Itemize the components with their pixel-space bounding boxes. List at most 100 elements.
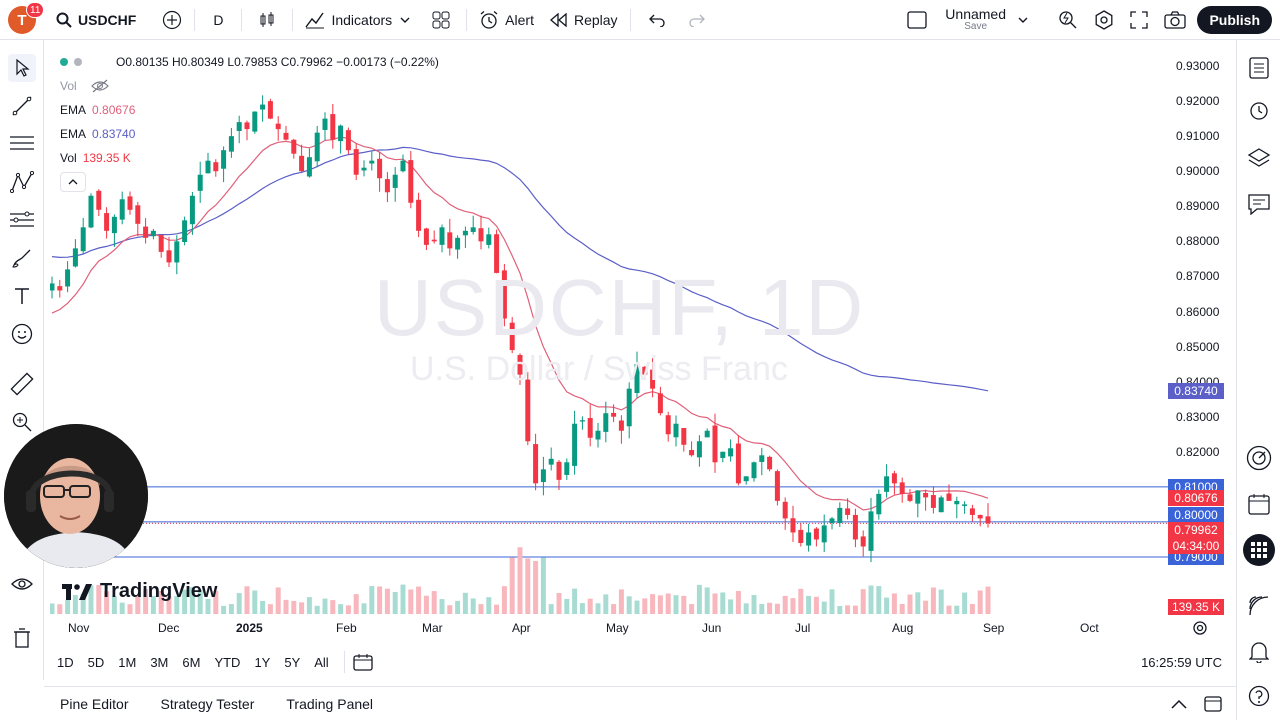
pattern-tool[interactable] <box>8 168 36 196</box>
candle-body <box>353 149 359 175</box>
settings-button[interactable] <box>1086 0 1122 40</box>
object-tree-button[interactable] <box>1245 144 1273 172</box>
watchlist-icon <box>1249 57 1269 79</box>
templates-button[interactable] <box>420 0 462 40</box>
volume-bar <box>158 591 164 614</box>
help-button[interactable] <box>1245 682 1273 710</box>
measure-tool[interactable] <box>8 370 36 398</box>
price-axis[interactable]: 0.93000 0.92000 0.91000 0.90000 0.89000 0.880… <box>1168 44 1234 624</box>
candle-body <box>689 449 695 456</box>
fullscreen-button[interactable] <box>1122 0 1156 40</box>
candle-body <box>954 500 960 505</box>
ema-fast-legend[interactable]: EMA 0.80676 <box>60 98 439 122</box>
forecasting-tool[interactable] <box>8 206 36 234</box>
cursor-tool[interactable] <box>8 54 36 82</box>
range-button-1y[interactable]: 1Y <box>254 654 271 670</box>
watchlist-button[interactable] <box>1245 54 1273 82</box>
chevron-down-icon[interactable] <box>1016 13 1030 27</box>
ema-slow-value: 0.83740 <box>92 127 136 141</box>
candle-body <box>806 532 812 546</box>
range-button-5y[interactable]: 5Y <box>284 654 301 670</box>
range-button-3m[interactable]: 3M <box>150 654 169 670</box>
ema-slow-line <box>51 146 989 392</box>
volume-bar <box>767 602 773 614</box>
candle-body <box>486 234 492 245</box>
alerts-panel-button[interactable] <box>1245 96 1273 124</box>
calendar-icon[interactable] <box>353 653 373 671</box>
redo-button[interactable] <box>679 0 715 40</box>
tab-pine-editor[interactable]: Pine Editor <box>60 695 129 712</box>
layout-name-button[interactable]: Unnamed Save <box>935 0 1016 40</box>
range-button-all[interactable]: All <box>314 654 329 670</box>
volume-bar <box>743 603 749 614</box>
candle-body <box>119 199 125 220</box>
text-tool[interactable] <box>8 282 36 310</box>
volume-bar <box>930 587 936 614</box>
candle-body <box>416 199 422 231</box>
compare-symbol-button[interactable] <box>144 0 190 40</box>
legend-collapse-row <box>60 170 439 194</box>
tradingview-mark-icon <box>62 583 92 600</box>
remove-drawings-tool[interactable] <box>8 624 36 652</box>
layout-toggle[interactable] <box>899 0 935 40</box>
snapshot-button[interactable] <box>1156 0 1194 40</box>
calendar-button[interactable] <box>1245 490 1273 518</box>
ema-slow-legend[interactable]: EMA 0.83740 <box>60 122 439 146</box>
chevron-up-icon[interactable] <box>1170 698 1188 710</box>
volume-bar <box>595 603 601 614</box>
replay-button[interactable]: Replay <box>542 0 626 40</box>
chats-button[interactable] <box>1245 190 1273 218</box>
candle-body <box>977 514 983 519</box>
tab-strategy-tester[interactable]: Strategy Tester <box>160 695 255 712</box>
undo-button[interactable] <box>635 0 679 40</box>
apps-button[interactable] <box>1243 534 1275 566</box>
candle-body <box>962 504 968 506</box>
chart-type-button[interactable] <box>246 0 288 40</box>
zoom-tool[interactable] <box>8 408 36 436</box>
range-button-1m[interactable]: 1M <box>118 654 137 670</box>
trend-line-tool[interactable] <box>8 92 36 120</box>
eye-hidden-icon[interactable] <box>90 79 109 93</box>
emoji-tool[interactable] <box>8 320 36 348</box>
horizontal-lines-tool[interactable] <box>8 130 36 158</box>
volume-bar <box>228 604 234 614</box>
volume-bar <box>65 599 71 614</box>
maximize-panel-icon[interactable] <box>1204 695 1222 712</box>
price-tick-label: 0.92000 <box>1176 94 1220 109</box>
volume-bar <box>868 585 874 614</box>
publish-button[interactable]: Publish <box>1197 6 1272 34</box>
volume-bar <box>384 588 390 614</box>
last-price-tag: 0.79962 <box>1168 522 1224 539</box>
price-tick-label: 0.87000 <box>1176 269 1220 284</box>
interval-button[interactable]: D <box>199 0 237 40</box>
volume-bar <box>275 587 281 614</box>
notifications-button[interactable] <box>1245 638 1273 666</box>
time-tick-label: 2025 <box>236 621 263 635</box>
range-button-1d[interactable]: 1D <box>57 654 74 670</box>
utc-clock[interactable]: 16:25:59 UTC <box>1141 654 1222 670</box>
volume-bar <box>650 594 656 614</box>
collapse-legend-button[interactable] <box>60 172 86 192</box>
volume-legend[interactable]: Vol <box>60 74 439 98</box>
brush-tool[interactable] <box>8 244 36 272</box>
range-button-6m[interactable]: 6M <box>182 654 201 670</box>
tab-trading-panel[interactable]: Trading Panel <box>286 695 374 712</box>
alert-button[interactable]: Alert <box>471 0 542 40</box>
apps-grid-icon <box>1251 542 1267 558</box>
range-button-ytd[interactable]: YTD <box>214 654 241 670</box>
quick-search-button[interactable] <box>1050 0 1086 40</box>
range-button-5d[interactable]: 5D <box>87 654 105 670</box>
price-chart[interactable] <box>50 44 1168 644</box>
symbol-search-button[interactable]: USDCHF <box>48 0 144 40</box>
divider <box>343 651 345 673</box>
gear-icon[interactable] <box>1192 620 1208 636</box>
text-icon <box>15 288 29 304</box>
volume-bar <box>759 604 765 614</box>
volume-study-legend[interactable]: Vol 139.35 K <box>60 146 439 170</box>
watch-tool[interactable] <box>8 570 36 598</box>
streams-button[interactable] <box>1245 592 1273 620</box>
time-axis[interactable]: Nov Dec 2025 Feb Mar Apr May Jun Jul Aug Sep Oct <box>50 618 1230 638</box>
candle-body <box>969 508 975 515</box>
indicators-button[interactable]: Indicators <box>297 0 420 40</box>
technicals-button[interactable] <box>1245 444 1273 472</box>
